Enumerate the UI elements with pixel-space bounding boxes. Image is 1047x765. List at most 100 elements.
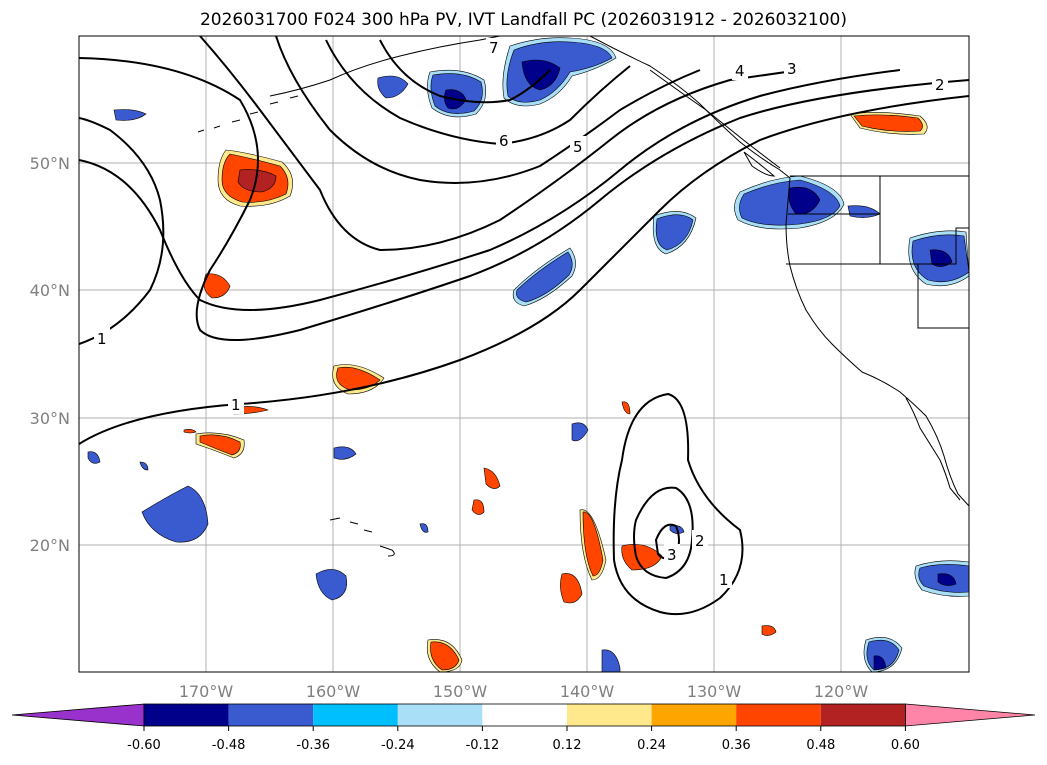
- contour-label: 1: [231, 396, 241, 414]
- vancouver-island: [743, 151, 776, 177]
- positive-pv-blob: [582, 511, 604, 577]
- alaska-coast: [269, 36, 501, 97]
- negative-pv-blob: [788, 186, 821, 215]
- us-west-coast: [785, 177, 969, 507]
- hawaii: [329, 517, 395, 557]
- contour-2-south: [633, 486, 694, 580]
- lon-label: 150°W: [433, 682, 488, 701]
- negative-pv-blob: [929, 249, 953, 267]
- colorbar-tick-label: 0.48: [806, 738, 835, 753]
- longitude-labels: 170°W 160°W 150°W 140°W 130°W 120°W: [179, 682, 869, 701]
- negative-pv-blob: [139, 461, 149, 471]
- negative-pv-blob: [937, 573, 957, 586]
- colorbar-tick-label: -0.24: [381, 738, 415, 753]
- lat-label: 40°N: [30, 281, 70, 300]
- colorbar-bin: [820, 704, 906, 726]
- contour-6: [325, 39, 631, 146]
- positive-pv-blob: [560, 573, 583, 604]
- contour-label: 3: [787, 60, 797, 78]
- colorbar-bin: [651, 704, 737, 726]
- lon-label: 140°W: [560, 682, 615, 701]
- contour-labels: 1 1 1 2 2 3 3 4 5 6 7: [94, 38, 948, 589]
- lat-label: 30°N: [30, 409, 70, 428]
- border-nevada-ca: [917, 264, 969, 329]
- contour-label: 2: [695, 532, 705, 550]
- coastlines: [197, 36, 969, 557]
- lon-label: 130°W: [687, 682, 742, 701]
- latitude-labels: 20°N 30°N 40°N 50°N: [30, 154, 70, 555]
- contour-label: 6: [499, 132, 509, 150]
- pv-anomaly-fill: [87, 37, 969, 672]
- positive-pv-blob: [183, 429, 197, 434]
- colorbar-bin: [736, 704, 821, 726]
- colorbar-frame: [143, 703, 906, 727]
- lon-label: 170°W: [179, 682, 234, 701]
- negative-pv-blob: [141, 485, 209, 543]
- contour-label: 4: [735, 62, 745, 80]
- contour-1: [79, 117, 165, 345]
- positive-pv-blob: [471, 499, 485, 515]
- positive-pv-blob: [853, 114, 923, 132]
- positive-pv-blob: [430, 641, 460, 671]
- contour-label: 3: [667, 546, 677, 564]
- negative-pv-blob: [655, 214, 694, 251]
- negative-pv-blob: [315, 569, 347, 601]
- contour-5: [275, 36, 701, 184]
- contour-label: 2: [935, 76, 945, 94]
- colorbar: -0.60 -0.48 -0.36 -0.24 -0.12 0.12 0.24 …: [11, 703, 1036, 753]
- positive-pv-blob: [199, 434, 241, 456]
- contour-label: 7: [489, 39, 499, 57]
- contour-1-south: [612, 392, 744, 616]
- colorbar-tick-label: -0.36: [296, 738, 330, 753]
- contour-3-south: [654, 523, 680, 560]
- lat-label: 50°N: [30, 154, 70, 173]
- negative-pv-blob: [571, 422, 589, 442]
- contour-label: 1: [97, 330, 107, 348]
- contour-label: 1: [719, 571, 729, 589]
- colorbar-extend-high: [905, 703, 1036, 727]
- colorbar-bin: [567, 704, 652, 726]
- negative-pv-blob: [521, 59, 561, 91]
- contour-7: [379, 39, 551, 104]
- negative-pv-blob: [113, 109, 147, 121]
- negative-pv-blob: [873, 655, 887, 671]
- colorbar-bin: [228, 704, 314, 726]
- contour-label: 5: [573, 138, 583, 156]
- map-title: 2026031700 F024 300 hPa PV, IVT Landfall…: [199, 10, 847, 30]
- negative-pv-blob: [333, 446, 357, 460]
- negative-pv-blob: [87, 451, 101, 464]
- lat-label: 20°N: [30, 536, 70, 555]
- colorbar-bin: [397, 704, 483, 726]
- map-plot-area: [79, 36, 969, 672]
- colorbar-tick-label: 0.36: [722, 738, 751, 753]
- colorbar-tick-label: 0.60: [891, 738, 920, 753]
- colorbar-bin: [144, 704, 229, 726]
- border-california: [786, 227, 969, 265]
- positive-pv-blob: [761, 625, 777, 636]
- colorbar-bin: [313, 704, 398, 726]
- colorbar-bin: [482, 704, 567, 726]
- alaska-panhandle-coast: [589, 36, 791, 179]
- colorbar-tick-label: -0.60: [127, 738, 161, 753]
- colorbar-tick-label: -0.12: [466, 738, 500, 753]
- positive-pv-blob: [203, 273, 231, 299]
- positive-pv-blob: [483, 467, 501, 489]
- colorbar-extend-low: [11, 703, 145, 727]
- positive-pv-blob: [621, 401, 631, 415]
- negative-pv-blob: [419, 523, 429, 533]
- colorbar-tick-label: -0.48: [212, 738, 246, 753]
- negative-pv-blob: [377, 75, 409, 99]
- contour-3: [79, 69, 901, 311]
- map-frame: [78, 35, 970, 673]
- lon-label: 160°W: [306, 682, 361, 701]
- contour-2: [79, 57, 969, 341]
- colorbar-tick-label: 0.24: [637, 738, 666, 753]
- positive-pv-blob: [237, 169, 277, 193]
- negative-pv-blob: [601, 649, 621, 672]
- colorbar-ticks: [143, 726, 906, 731]
- negative-pv-blob: [516, 251, 573, 303]
- positive-pv-blob: [621, 544, 663, 571]
- positive-pv-blob: [336, 366, 381, 391]
- lon-label: 120°W: [814, 682, 869, 701]
